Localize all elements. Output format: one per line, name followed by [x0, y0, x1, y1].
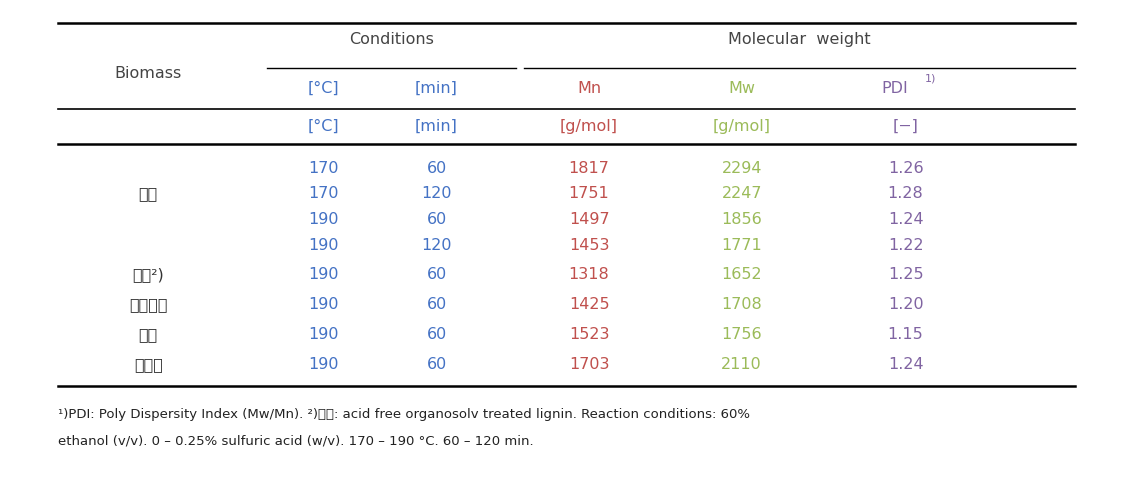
Text: [°C]: [°C]: [308, 81, 339, 96]
Text: 1856: 1856: [722, 212, 763, 227]
Text: 2247: 2247: [722, 186, 761, 202]
Text: Conditions: Conditions: [349, 32, 434, 47]
Text: 190: 190: [308, 267, 339, 283]
Text: 1.24: 1.24: [888, 212, 923, 227]
Text: 1751: 1751: [569, 186, 610, 202]
Text: Biomass: Biomass: [114, 66, 182, 81]
Text: 2110: 2110: [722, 357, 763, 372]
Text: 왕거: 왕거: [138, 186, 157, 202]
Text: 보릿즧: 보릿즧: [134, 357, 163, 372]
Text: 1.15: 1.15: [887, 328, 923, 342]
Text: 볷즧: 볷즧: [138, 328, 157, 342]
Text: Mn: Mn: [577, 81, 602, 96]
Text: 2294: 2294: [722, 161, 761, 176]
Text: 1708: 1708: [722, 297, 763, 313]
Text: 거대억새: 거대억새: [129, 297, 168, 313]
Text: Mw: Mw: [729, 81, 756, 96]
Text: [min]: [min]: [415, 119, 458, 134]
Text: 60: 60: [426, 297, 446, 313]
Text: 1.28: 1.28: [887, 186, 923, 202]
Text: 1.20: 1.20: [888, 297, 923, 313]
Text: 60: 60: [426, 357, 446, 372]
Text: 1.25: 1.25: [888, 267, 923, 283]
Text: 왕거²): 왕거²): [133, 267, 164, 283]
Text: 190: 190: [308, 212, 339, 227]
Text: 60: 60: [426, 328, 446, 342]
Text: 60: 60: [426, 267, 446, 283]
Text: 1756: 1756: [722, 328, 763, 342]
Text: ethanol (v/v). 0 – 0.25% sulfuric acid (w/v). 170 – 190 °C. 60 – 120 min.: ethanol (v/v). 0 – 0.25% sulfuric acid (…: [58, 435, 534, 448]
Text: 1425: 1425: [569, 297, 610, 313]
Text: 170: 170: [308, 161, 339, 176]
Text: 1817: 1817: [569, 161, 610, 176]
Text: 1453: 1453: [569, 238, 610, 252]
Text: 60: 60: [426, 212, 446, 227]
Text: [g/mol]: [g/mol]: [560, 119, 619, 134]
Text: 1318: 1318: [569, 267, 610, 283]
Text: Molecular  weight: Molecular weight: [729, 32, 870, 47]
Text: 120: 120: [421, 238, 452, 252]
Text: 1.26: 1.26: [888, 161, 923, 176]
Text: [g/mol]: [g/mol]: [713, 119, 770, 134]
Text: 190: 190: [308, 297, 339, 313]
Text: 1): 1): [925, 74, 936, 84]
Text: 170: 170: [308, 186, 339, 202]
Text: [°C]: [°C]: [308, 119, 339, 134]
Text: 190: 190: [308, 238, 339, 252]
Text: 1.22: 1.22: [888, 238, 923, 252]
Text: 1.24: 1.24: [888, 357, 923, 372]
Text: 1652: 1652: [722, 267, 763, 283]
Text: [min]: [min]: [415, 81, 458, 96]
Text: 190: 190: [308, 328, 339, 342]
Text: 1523: 1523: [569, 328, 610, 342]
Text: 1497: 1497: [569, 212, 610, 227]
Text: 190: 190: [308, 357, 339, 372]
Text: 1771: 1771: [722, 238, 763, 252]
Text: 120: 120: [421, 186, 452, 202]
Text: 60: 60: [426, 161, 446, 176]
Text: 1703: 1703: [569, 357, 610, 372]
Text: PDI: PDI: [880, 81, 908, 96]
Text: [−]: [−]: [893, 119, 919, 134]
Text: ¹)PDI: Poly Dispersity Index (Mw/Mn). ²)왕거: acid free organosolv treated lignin.: ¹)PDI: Poly Dispersity Index (Mw/Mn). ²)…: [58, 408, 750, 420]
